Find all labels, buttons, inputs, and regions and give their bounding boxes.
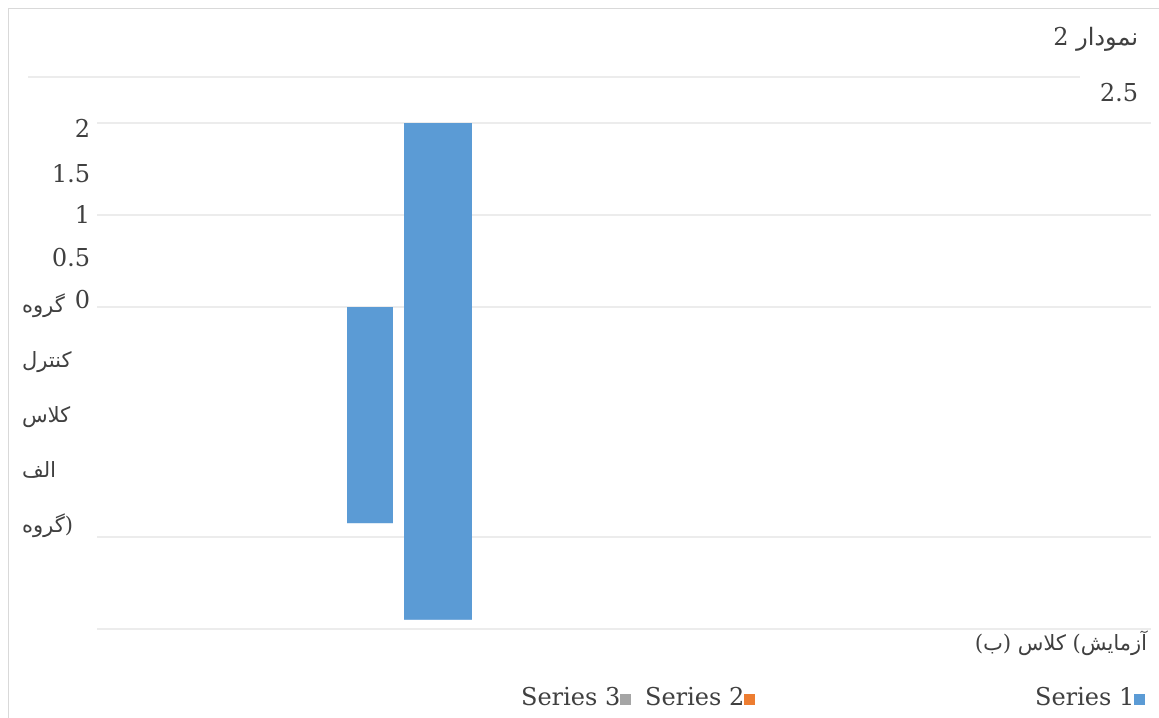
category-label-line: الف — [22, 458, 56, 482]
chart-frame — [8, 8, 1159, 718]
legend-series-3-swatch — [620, 694, 632, 705]
y-tick-label: 1.5 — [51, 160, 90, 188]
bar-series-1-1 — [347, 307, 393, 524]
y-tick-label: 2 — [74, 115, 90, 143]
legend-series-2-label: Series 2 — [645, 683, 745, 711]
legend-item-series-3: Series 3 — [521, 683, 632, 711]
category-label-line: (گروه — [22, 513, 73, 537]
y-tick-label: 0.5 — [51, 244, 90, 272]
legend-item-series-2: Series 2 — [645, 683, 756, 711]
legend-series-1-swatch — [1134, 694, 1146, 705]
y-tick-label: 2.5 — [1099, 79, 1138, 107]
y-tick-label: 0 — [74, 286, 90, 314]
y-tick-label: 1 — [74, 201, 90, 229]
category-label-line: کنترل — [22, 348, 72, 372]
legend-series-1-label: Series 1 — [1035, 683, 1135, 711]
x-category-label: آزمایش) کلاس (ب) — [974, 631, 1147, 655]
category-label-line: گروه — [22, 293, 65, 317]
bar-series-1-2 — [404, 307, 472, 620]
bar-series-1-2-upper — [404, 123, 472, 307]
legend-series-3-label: Series 3 — [521, 683, 621, 711]
category-label-line: کلاس — [22, 403, 71, 427]
legend-item-series-1: Series 1 — [1035, 683, 1146, 711]
legend-series-2-swatch — [744, 694, 756, 705]
chart-title: نمودار 2 — [1053, 23, 1138, 51]
